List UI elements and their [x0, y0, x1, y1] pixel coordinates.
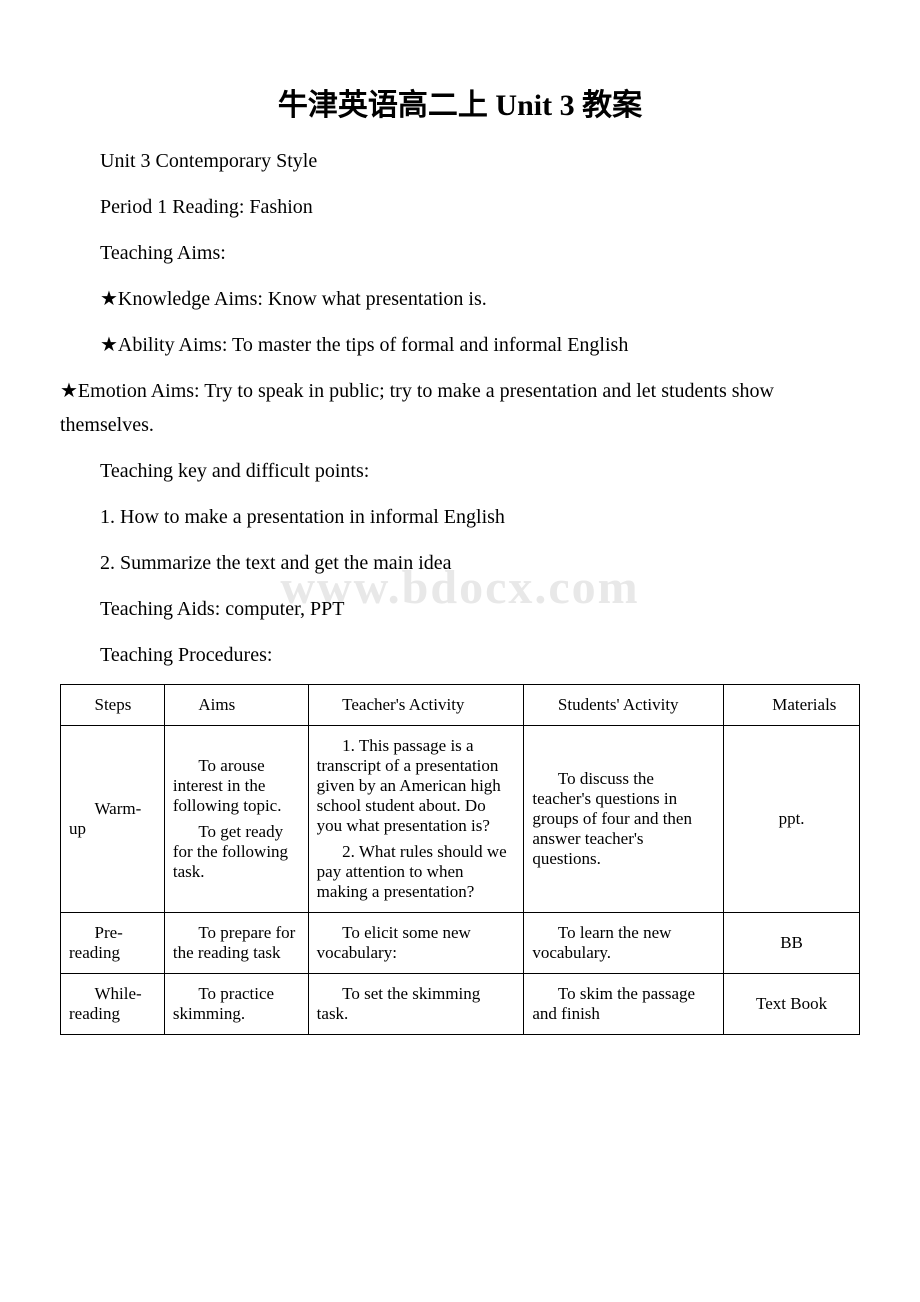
paragraph: ★Knowledge Aims: Know what presentation … — [60, 282, 860, 316]
paragraph-list: Unit 3 Contemporary Style Period 1 Readin… — [60, 144, 860, 672]
procedures-table: StepsAimsTeacher's ActivityStudents' Act… — [60, 684, 860, 1035]
table-cell-steps: Pre-reading — [61, 913, 165, 974]
paragraph: Period 1 Reading: Fashion — [60, 190, 860, 224]
table-cell-steps: While-reading — [61, 974, 165, 1035]
table-row: While-readingTo practice skimming.To set… — [61, 974, 860, 1035]
table-header-cell: Teacher's Activity — [308, 685, 524, 726]
table-cell-steps: Warm-up — [61, 726, 165, 913]
table-cell-aims: To prepare for the reading task — [164, 913, 308, 974]
paragraph: Teaching Procedures: — [60, 638, 860, 672]
document-content: 牛津英语高二上 Unit 3 教案 Unit 3 Contemporary St… — [60, 80, 860, 1035]
table-cell-students: To discuss the teacher's questions in gr… — [524, 726, 724, 913]
table-cell-aims: To arouse interest in the following topi… — [164, 726, 308, 913]
paragraph: 1. How to make a presentation in informa… — [60, 500, 860, 534]
table-cell-teacher: 1. This passage is a transcript of a pre… — [308, 726, 524, 913]
table-cell-students: To skim the passage and finish — [524, 974, 724, 1035]
table-cell-materials: BB — [724, 913, 860, 974]
paragraph: Teaching Aids: computer, PPT — [60, 592, 860, 626]
table-header-row: StepsAimsTeacher's ActivityStudents' Act… — [61, 685, 860, 726]
table-header-cell: Students' Activity — [524, 685, 724, 726]
page-title: 牛津英语高二上 Unit 3 教案 — [60, 80, 860, 124]
table-cell-aims: To practice skimming. — [164, 974, 308, 1035]
table-header-cell: Aims — [164, 685, 308, 726]
paragraph: ★Emotion Aims: Try to speak in public; t… — [60, 374, 860, 442]
table-header-cell: Materials — [724, 685, 860, 726]
table-header-cell: Steps — [61, 685, 165, 726]
table-cell-teacher: To set the skimming task. — [308, 974, 524, 1035]
paragraph: Teaching Aims: — [60, 236, 860, 270]
paragraph: Unit 3 Contemporary Style — [60, 144, 860, 178]
paragraph: Teaching key and difficult points: — [60, 454, 860, 488]
table-cell-materials: Text Book — [724, 974, 860, 1035]
table-cell-students: To learn the new vocabulary. — [524, 913, 724, 974]
table-row: Warm-upTo arouse interest in the followi… — [61, 726, 860, 913]
paragraph: 2. Summarize the text and get the main i… — [60, 546, 860, 580]
table-cell-teacher: To elicit some new vocabulary: — [308, 913, 524, 974]
table-cell-materials: ppt. — [724, 726, 860, 913]
paragraph: ★Ability Aims: To master the tips of for… — [60, 328, 860, 362]
table-row: Pre-readingTo prepare for the reading ta… — [61, 913, 860, 974]
